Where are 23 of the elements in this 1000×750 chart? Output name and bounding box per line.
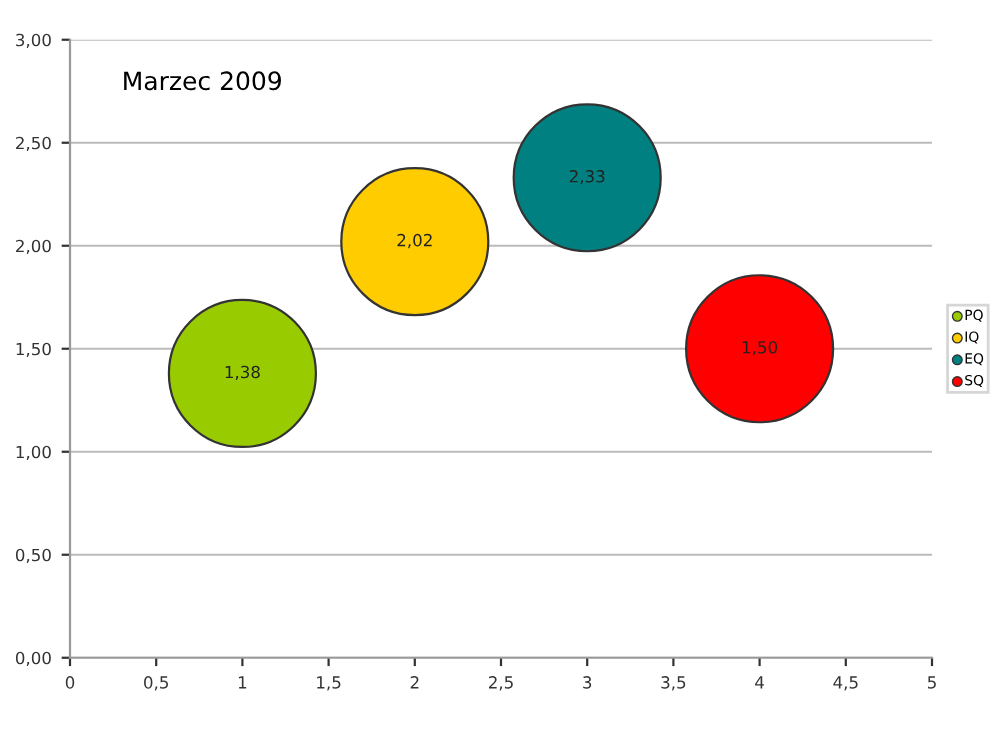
- x-tick-label: 4,5: [833, 676, 858, 691]
- y-tick-label: 3,00: [16, 33, 51, 49]
- x-tick-label: 0,5: [144, 676, 168, 691]
- y-tick-label: 1,00: [16, 445, 51, 461]
- data-label: 2,33: [569, 170, 605, 185]
- x-tick-label: 4: [755, 676, 764, 689]
- data-label: 1,38: [225, 365, 260, 381]
- x-tick-label: 2: [410, 676, 419, 689]
- y-tick-label: 2,50: [16, 136, 51, 152]
- x-tick-label: 0: [65, 676, 75, 689]
- x-tick-label: 5: [927, 676, 936, 689]
- y-tick-label: 0,00: [15, 651, 51, 667]
- x-tick-label: 1,5: [317, 676, 341, 691]
- y-tick-label: 1,50: [16, 342, 51, 358]
- x-tick-label: 3,5: [661, 676, 686, 691]
- data-label: 1,50: [742, 340, 778, 356]
- y-tick-label: 2,00: [16, 239, 51, 255]
- text: Marzec 2009: [124, 71, 281, 91]
- y-tick-label: 0,50: [15, 548, 51, 564]
- data-label: 2,02: [397, 233, 432, 249]
- x-tick-label: 1: [238, 676, 247, 689]
- x-tick-label: 3: [583, 676, 592, 689]
- x-tick-label: 2,5: [488, 676, 513, 691]
